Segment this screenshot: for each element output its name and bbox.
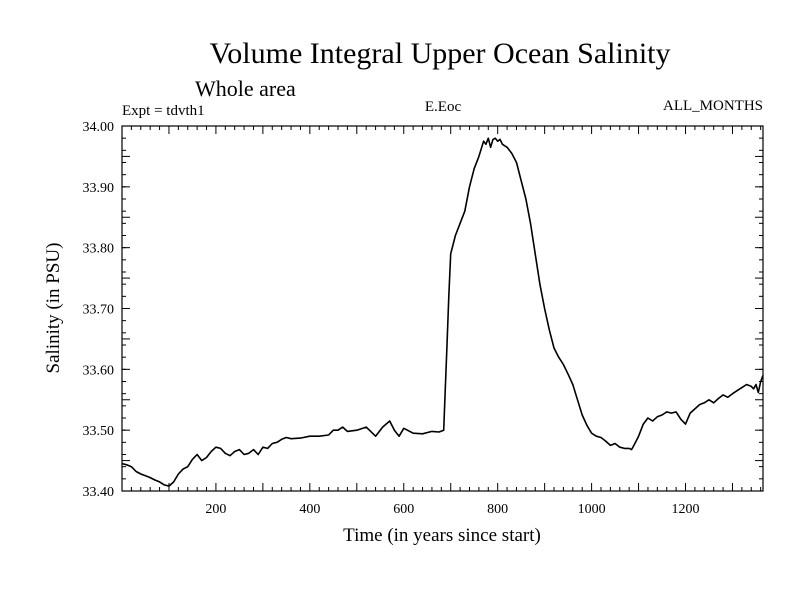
- plot-frame: [121, 125, 764, 492]
- variable-label: E.Eoc: [425, 99, 462, 115]
- x-tick-label: 800: [487, 502, 508, 517]
- y-tick-label: 33.70: [83, 303, 115, 318]
- y-axis-label: Salinity (in PSU): [43, 243, 64, 374]
- experiment-label: Expt = tdvth1: [122, 103, 205, 119]
- x-tick-label: 1000: [578, 502, 606, 517]
- chart-subtitle: Whole area: [195, 76, 296, 101]
- x-tick-label: 1200: [672, 502, 700, 517]
- y-tick-label: 33.60: [83, 363, 115, 378]
- x-tick-label: 200: [205, 502, 226, 517]
- axis-ticks: [122, 126, 763, 491]
- y-tick-label: 33.80: [83, 242, 115, 257]
- x-axis-label: Time (in years since start): [343, 525, 541, 546]
- x-tick-label: 400: [299, 502, 320, 517]
- x-tick-labels: 200 400 600 800 1000 1200: [205, 502, 699, 517]
- x-tick-label: 600: [393, 502, 414, 517]
- y-tick-label: 34.00: [83, 120, 115, 135]
- y-tick-label: 33.90: [83, 181, 115, 196]
- y-tick-label: 33.40: [83, 485, 115, 500]
- salinity-series-line: [121, 137, 764, 487]
- y-tick-label: 33.50: [83, 424, 115, 439]
- months-label: ALL_MONTHS: [663, 98, 763, 114]
- chart-title: Volume Integral Upper Ocean Salinity: [210, 37, 671, 70]
- y-tick-labels: 33.40 33.50 33.60 33.70 33.80 33.90 34.00: [83, 120, 115, 500]
